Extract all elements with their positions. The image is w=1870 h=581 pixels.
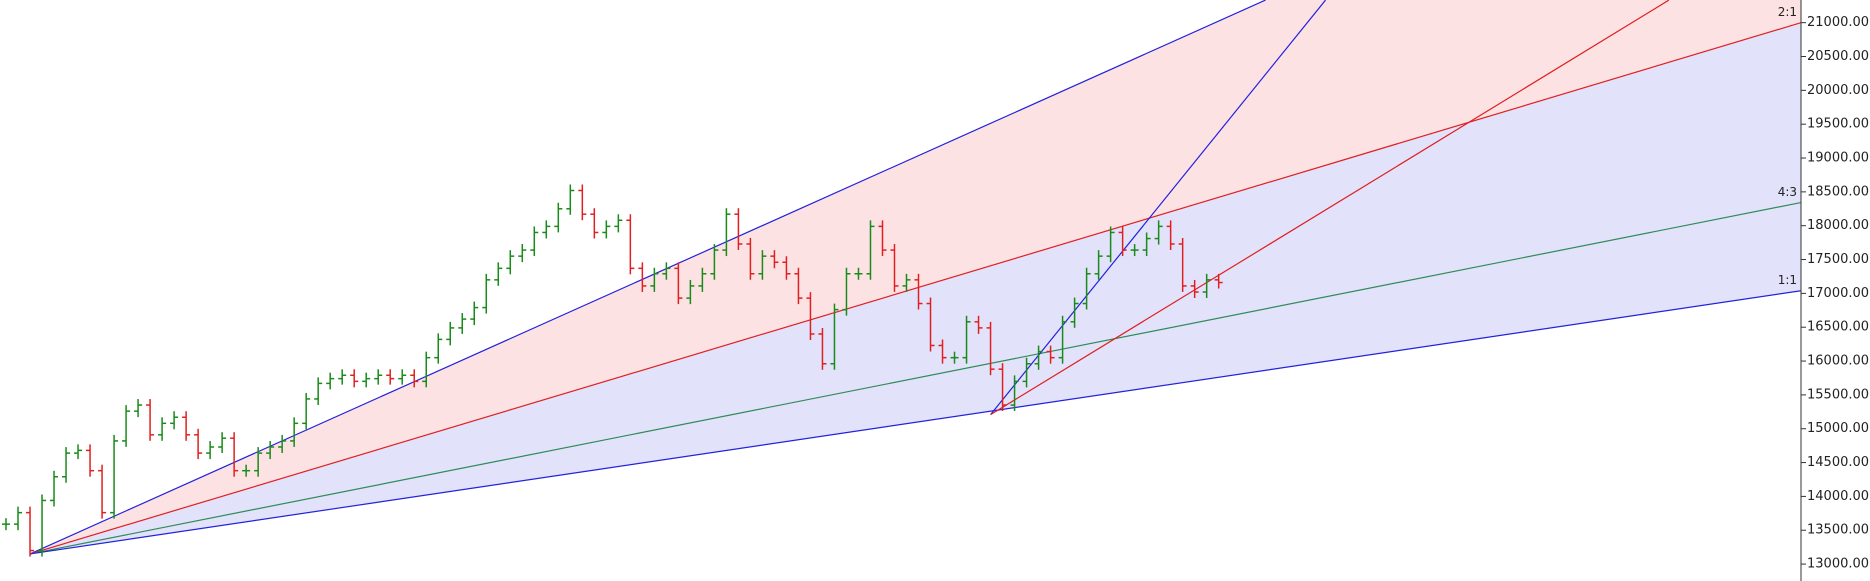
y-tick-label: 13000.00: [1807, 557, 1869, 572]
y-tick-label: 16500.00: [1807, 320, 1869, 335]
fan-line: [29, 22, 1801, 555]
fan-line: [990, 0, 1327, 416]
y-tick-label: 18000.00: [1807, 218, 1869, 233]
fan-label: 1:1: [1778, 273, 1797, 287]
y-tick-label: 15500.00: [1807, 387, 1869, 402]
fan-lines: [29, 0, 1801, 555]
y-tick-label: 13500.00: [1807, 523, 1869, 538]
price-axis: 13000.00 13500.00 14000.00 14500.00 15000.00…: [1778, 0, 1869, 581]
y-tick-label: 14000.00: [1807, 489, 1869, 504]
y-tick-label: 14500.00: [1807, 455, 1869, 470]
fan-line: [29, 290, 1801, 555]
y-tick-label: 18500.00: [1807, 184, 1869, 199]
price-bars: [2, 184, 1223, 557]
fan-label: 4:3: [1778, 185, 1797, 199]
y-tick-label: 20500.00: [1807, 49, 1869, 64]
y-tick-label: 21000.00: [1807, 15, 1869, 30]
fan-line: [29, 201, 1801, 555]
y-tick-label: 20000.00: [1807, 83, 1869, 98]
fan-line: [29, 0, 1266, 555]
y-tick-label: 17500.00: [1807, 252, 1869, 267]
y-tick-label: 19500.00: [1807, 117, 1869, 132]
y-tick-label: 19000.00: [1807, 151, 1869, 166]
fan-line: [990, 0, 1670, 416]
y-tick-label: 16000.00: [1807, 354, 1869, 369]
y-tick-label: 15000.00: [1807, 421, 1869, 436]
fan-zone: [30, 0, 1801, 554]
y-tick-label: 17000.00: [1807, 286, 1869, 301]
fan-label: 2:1: [1778, 5, 1797, 19]
